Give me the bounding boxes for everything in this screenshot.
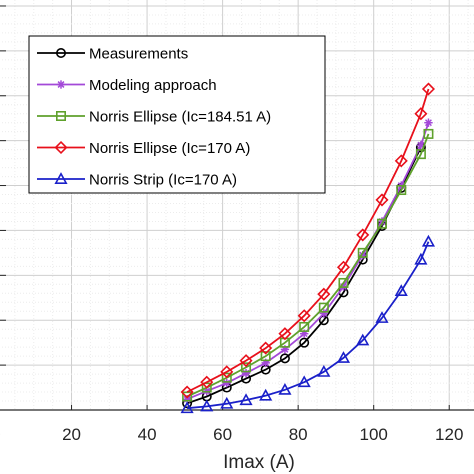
x-tick-label: 80 [289, 425, 308, 444]
asterisk-stroke [424, 119, 432, 127]
data-point [241, 362, 252, 373]
data-point [424, 118, 433, 127]
data-point [182, 391, 193, 402]
data-point [259, 388, 273, 401]
data-point [317, 287, 331, 301]
x-axis-title: Imax (A) [223, 452, 295, 473]
series-4 [180, 82, 435, 399]
data-point [415, 149, 426, 160]
legend-item-1: Measurements [37, 46, 188, 63]
data-point [239, 354, 253, 368]
x-tick-label: 120 [435, 425, 463, 444]
legend-item-3: Norris Ellipse (Ic=184.51 A) [37, 109, 271, 126]
legend-items: Measurements Modeling approach Norris Elli… [37, 46, 271, 189]
data-point [278, 382, 292, 395]
data-point [421, 82, 435, 96]
series-line [186, 147, 422, 405]
legend-label: Norris Ellipse (Ic=184.51 A) [89, 109, 271, 126]
data-point [200, 399, 214, 412]
data-point [414, 252, 428, 265]
data-point [297, 375, 311, 388]
data-point [338, 277, 349, 288]
legend-label: Measurements [89, 46, 188, 63]
data-point [220, 396, 234, 409]
data-point [201, 382, 212, 393]
data-point [414, 107, 428, 121]
data-point [299, 321, 310, 332]
legend-item-4: Norris Ellipse (Ic=170 A) [37, 140, 250, 157]
data-point [221, 372, 232, 383]
data-point [356, 333, 370, 346]
data-point [336, 351, 351, 363]
data-point [377, 218, 388, 229]
x-tick-label: 40 [138, 425, 157, 444]
data-point [396, 185, 407, 196]
data-point [356, 228, 370, 242]
data-point [423, 128, 434, 139]
data-point [200, 375, 214, 389]
legend-box [28, 35, 326, 194]
data-point [317, 364, 331, 377]
legend-label: Norris Ellipse (Ic=170 A) [89, 140, 250, 157]
data-point [299, 337, 310, 348]
data-point [318, 302, 329, 313]
asterisk-stroke [417, 141, 425, 149]
legend-marker [54, 172, 68, 184]
series-line [186, 133, 430, 398]
data-point [180, 385, 194, 399]
x-tick-label: 0 [0, 425, 1, 444]
legend-label: Modeling approach [89, 77, 217, 94]
data-point [259, 341, 273, 355]
x-tick-label: 20 [62, 425, 81, 444]
data-point [279, 353, 290, 364]
legend-marker [54, 140, 68, 155]
axes: 0 20 40 60 80 100 120 [0, 5, 474, 444]
data-point [260, 351, 271, 362]
legend-marker [56, 80, 66, 89]
legend-marker [55, 47, 66, 58]
legend-label: Norris Strip (Ic=170 A) [89, 172, 237, 189]
data-point [375, 311, 389, 323]
legend-item-5: Norris Strip (Ic=170 A) [37, 172, 237, 189]
data-series [180, 82, 436, 414]
legend-marker [55, 111, 66, 122]
data-point [336, 260, 351, 274]
data-point [394, 154, 408, 168]
x-tick-label: 60 [213, 425, 232, 444]
data-point [239, 393, 253, 406]
data-point [394, 284, 408, 296]
data-point [421, 234, 436, 247]
data-point [220, 365, 234, 379]
data-point [297, 309, 311, 323]
asterisk-stroke [57, 81, 65, 88]
x-tick-label: 100 [360, 425, 388, 444]
legend: Measurements Modeling approach Norris Elli… [28, 35, 326, 194]
data-point [180, 401, 194, 414]
legend-item-2: Modeling approach [37, 77, 217, 94]
series-5 [180, 234, 436, 414]
data-point [278, 327, 292, 341]
data-point [375, 193, 389, 207]
series-3 [182, 128, 434, 402]
data-point [357, 247, 368, 258]
